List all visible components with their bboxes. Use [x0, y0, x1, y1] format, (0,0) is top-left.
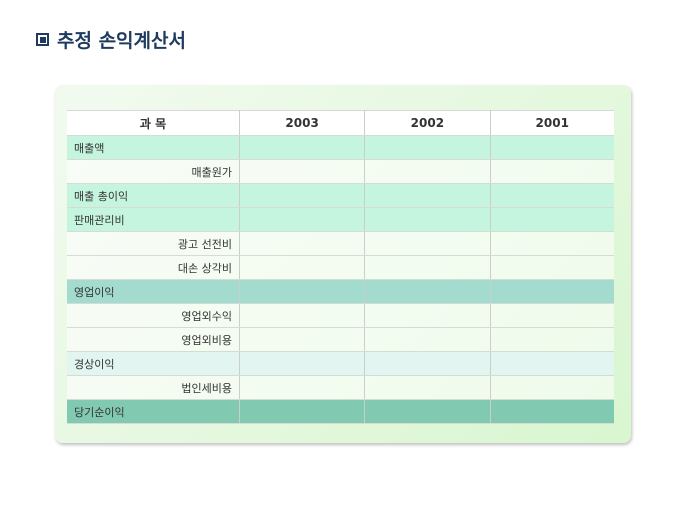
- table-row: 영업외수익: [67, 303, 614, 328]
- value-cell[interactable]: [490, 135, 614, 160]
- square-bullet-icon: [36, 33, 49, 46]
- header-2003: 2003: [239, 110, 366, 136]
- table-row: 영업외비용: [67, 327, 614, 352]
- value-cell[interactable]: [490, 375, 614, 400]
- row-label: 영업이익: [67, 279, 240, 304]
- value-cell[interactable]: [490, 351, 614, 376]
- income-statement-table: 과 목 2003 2002 2001 매출액 매출원가 매출 총이익 판매관리비 광고 …: [67, 110, 614, 424]
- table-row: 매출액: [67, 135, 614, 160]
- row-label: 영업외비용: [67, 327, 240, 352]
- table-row: 경상이익: [67, 351, 614, 376]
- header-account: 과 목: [67, 110, 240, 136]
- value-cell[interactable]: [239, 303, 366, 328]
- row-label: 광고 선전비: [67, 231, 240, 256]
- value-cell[interactable]: [364, 255, 491, 280]
- value-cell[interactable]: [490, 231, 614, 256]
- value-cell[interactable]: [239, 255, 366, 280]
- value-cell[interactable]: [364, 375, 491, 400]
- value-cell[interactable]: [490, 183, 614, 208]
- value-cell[interactable]: [364, 183, 491, 208]
- value-cell[interactable]: [239, 351, 366, 376]
- value-cell[interactable]: [364, 327, 491, 352]
- table-row: 당기순이익: [67, 399, 614, 424]
- row-label: 영업외수익: [67, 303, 240, 328]
- row-label: 매출액: [67, 135, 240, 160]
- header-2002: 2002: [364, 110, 491, 136]
- row-label: 매출 총이익: [67, 183, 240, 208]
- value-cell[interactable]: [239, 135, 366, 160]
- value-cell[interactable]: [364, 231, 491, 256]
- table-row: 영업이익: [67, 279, 614, 304]
- table-row: 판매관리비: [67, 207, 614, 232]
- value-cell[interactable]: [364, 399, 491, 424]
- value-cell[interactable]: [490, 279, 614, 304]
- row-label: 대손 상각비: [67, 255, 240, 280]
- value-cell[interactable]: [364, 303, 491, 328]
- value-cell[interactable]: [239, 375, 366, 400]
- row-label: 경상이익: [67, 351, 240, 376]
- value-cell[interactable]: [239, 279, 366, 304]
- value-cell[interactable]: [364, 135, 491, 160]
- value-cell[interactable]: [490, 207, 614, 232]
- header-2001: 2001: [490, 110, 614, 136]
- row-label: 법인세비용: [67, 375, 240, 400]
- page-title: 추정 손익계산서: [36, 26, 186, 53]
- value-cell[interactable]: [239, 183, 366, 208]
- page-title-text: 추정 손익계산서: [57, 30, 186, 52]
- value-cell[interactable]: [364, 279, 491, 304]
- value-cell[interactable]: [364, 351, 491, 376]
- value-cell[interactable]: [239, 231, 366, 256]
- table-row: 매출 총이익: [67, 183, 614, 208]
- row-label: 판매관리비: [67, 207, 240, 232]
- value-cell[interactable]: [490, 327, 614, 352]
- value-cell[interactable]: [490, 399, 614, 424]
- table-row: 매출원가: [67, 159, 614, 184]
- table-header: 과 목 2003 2002 2001: [67, 110, 614, 136]
- table-row: 광고 선전비: [67, 231, 614, 256]
- value-cell[interactable]: [364, 207, 491, 232]
- value-cell[interactable]: [490, 159, 614, 184]
- table-row: 대손 상각비: [67, 255, 614, 280]
- row-label: 당기순이익: [67, 399, 240, 424]
- value-cell[interactable]: [239, 399, 366, 424]
- value-cell[interactable]: [364, 159, 491, 184]
- value-cell[interactable]: [239, 327, 366, 352]
- value-cell[interactable]: [490, 255, 614, 280]
- value-cell[interactable]: [239, 207, 366, 232]
- value-cell[interactable]: [490, 303, 614, 328]
- table-row: 법인세비용: [67, 375, 614, 400]
- value-cell[interactable]: [239, 159, 366, 184]
- row-label: 매출원가: [67, 159, 240, 184]
